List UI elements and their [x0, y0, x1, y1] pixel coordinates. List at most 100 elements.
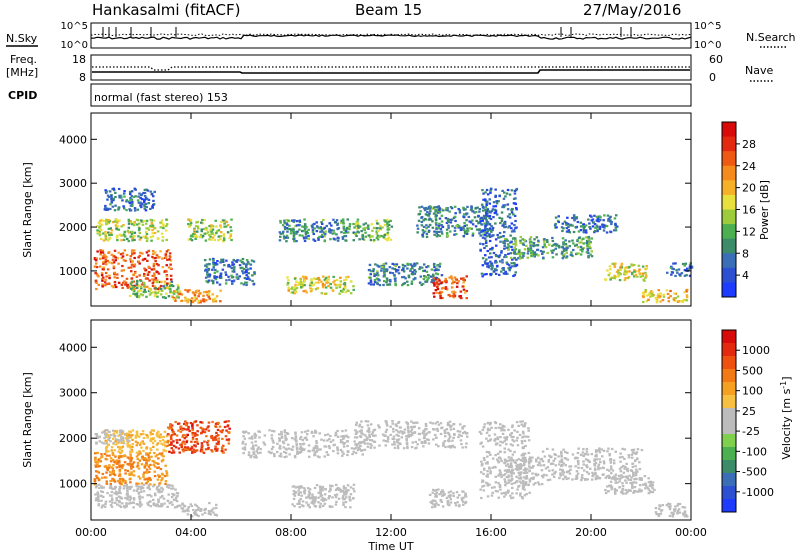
data-cell — [372, 434, 375, 437]
data-cell — [523, 239, 527, 242]
data-cell — [678, 273, 681, 276]
data-cell — [597, 463, 601, 466]
data-cell — [406, 426, 410, 429]
data-cell — [488, 198, 491, 201]
data-cell — [193, 434, 197, 437]
data-cell — [563, 253, 566, 256]
data-cell — [431, 226, 435, 229]
data-cell — [253, 432, 257, 435]
data-cell — [164, 480, 168, 483]
data-cell — [335, 493, 339, 496]
data-cell — [161, 488, 165, 491]
data-cell — [457, 226, 460, 229]
data-cell — [405, 439, 408, 442]
data-cell — [567, 229, 570, 232]
data-cell — [425, 270, 429, 273]
data-cell — [129, 481, 132, 484]
data-cell — [103, 431, 106, 434]
data-cell — [311, 226, 314, 229]
data-cell — [99, 219, 102, 222]
data-cell — [209, 513, 212, 516]
scatter-region — [241, 429, 369, 459]
data-cell — [604, 224, 607, 227]
data-cell — [538, 483, 541, 486]
data-cell — [164, 482, 167, 486]
data-cell — [128, 450, 132, 453]
data-cell — [308, 492, 312, 495]
data-cell — [118, 448, 121, 451]
data-cell — [138, 274, 141, 277]
data-cell — [391, 420, 394, 423]
data-cell — [108, 464, 111, 467]
data-cell — [110, 201, 114, 204]
data-cell — [339, 276, 342, 279]
data-cell — [651, 294, 655, 297]
data-cell — [108, 234, 111, 237]
data-cell — [304, 235, 308, 238]
data-cell — [503, 473, 507, 476]
data-cell — [403, 282, 406, 285]
data-cell — [109, 232, 113, 235]
data-cell — [109, 504, 113, 507]
data-cell — [131, 237, 134, 240]
data-cell — [331, 439, 335, 442]
data-cell — [490, 494, 494, 497]
data-cell — [174, 299, 177, 302]
data-cell — [148, 488, 152, 491]
data-cell — [154, 494, 157, 497]
data-cell — [683, 274, 687, 277]
data-cell — [202, 300, 206, 303]
data-cell — [169, 267, 172, 270]
data-cell — [152, 219, 156, 222]
data-cell — [220, 220, 223, 224]
data-cell — [685, 290, 688, 293]
data-cell — [136, 433, 139, 436]
data-cell — [341, 218, 345, 221]
data-cell — [189, 235, 193, 238]
data-cell — [109, 473, 112, 477]
data-cell — [565, 223, 568, 226]
data-cell — [486, 193, 490, 196]
data-cell — [214, 447, 217, 450]
data-cell — [139, 490, 143, 493]
data-cell — [546, 466, 550, 469]
nsearch-line — [90, 33, 692, 37]
data-cell — [340, 435, 343, 438]
data-cell — [673, 292, 676, 295]
data-cell — [617, 269, 620, 273]
data-cell — [94, 452, 97, 455]
data-cell — [406, 423, 410, 426]
data-cell — [285, 455, 288, 458]
data-cell — [492, 251, 496, 255]
data-cell — [358, 448, 361, 451]
data-cell — [578, 236, 582, 239]
data-cell — [370, 270, 373, 273]
data-cell — [110, 229, 114, 232]
data-cell — [271, 439, 275, 442]
data-cell — [119, 479, 122, 482]
data-cell — [323, 455, 326, 458]
data-cell — [173, 290, 176, 293]
data-cell — [389, 433, 392, 436]
data-cell — [461, 285, 464, 288]
data-cell — [138, 262, 141, 265]
data-cell — [517, 257, 520, 260]
data-cell — [131, 434, 134, 437]
data-cell — [630, 456, 634, 459]
data-cell — [356, 222, 360, 225]
data-cell — [101, 255, 105, 258]
data-cell — [130, 277, 134, 280]
data-cell — [527, 427, 530, 430]
data-cell — [346, 289, 349, 292]
data-cell — [292, 231, 295, 234]
data-cell — [126, 456, 130, 459]
data-cell — [155, 443, 159, 446]
data-cell — [118, 468, 121, 471]
data-cell — [513, 251, 516, 254]
data-cell — [113, 434, 117, 437]
data-cell — [126, 439, 129, 442]
data-cell — [554, 247, 557, 250]
data-cell — [104, 433, 107, 436]
data-cell — [392, 435, 396, 438]
data-cell — [126, 230, 129, 233]
